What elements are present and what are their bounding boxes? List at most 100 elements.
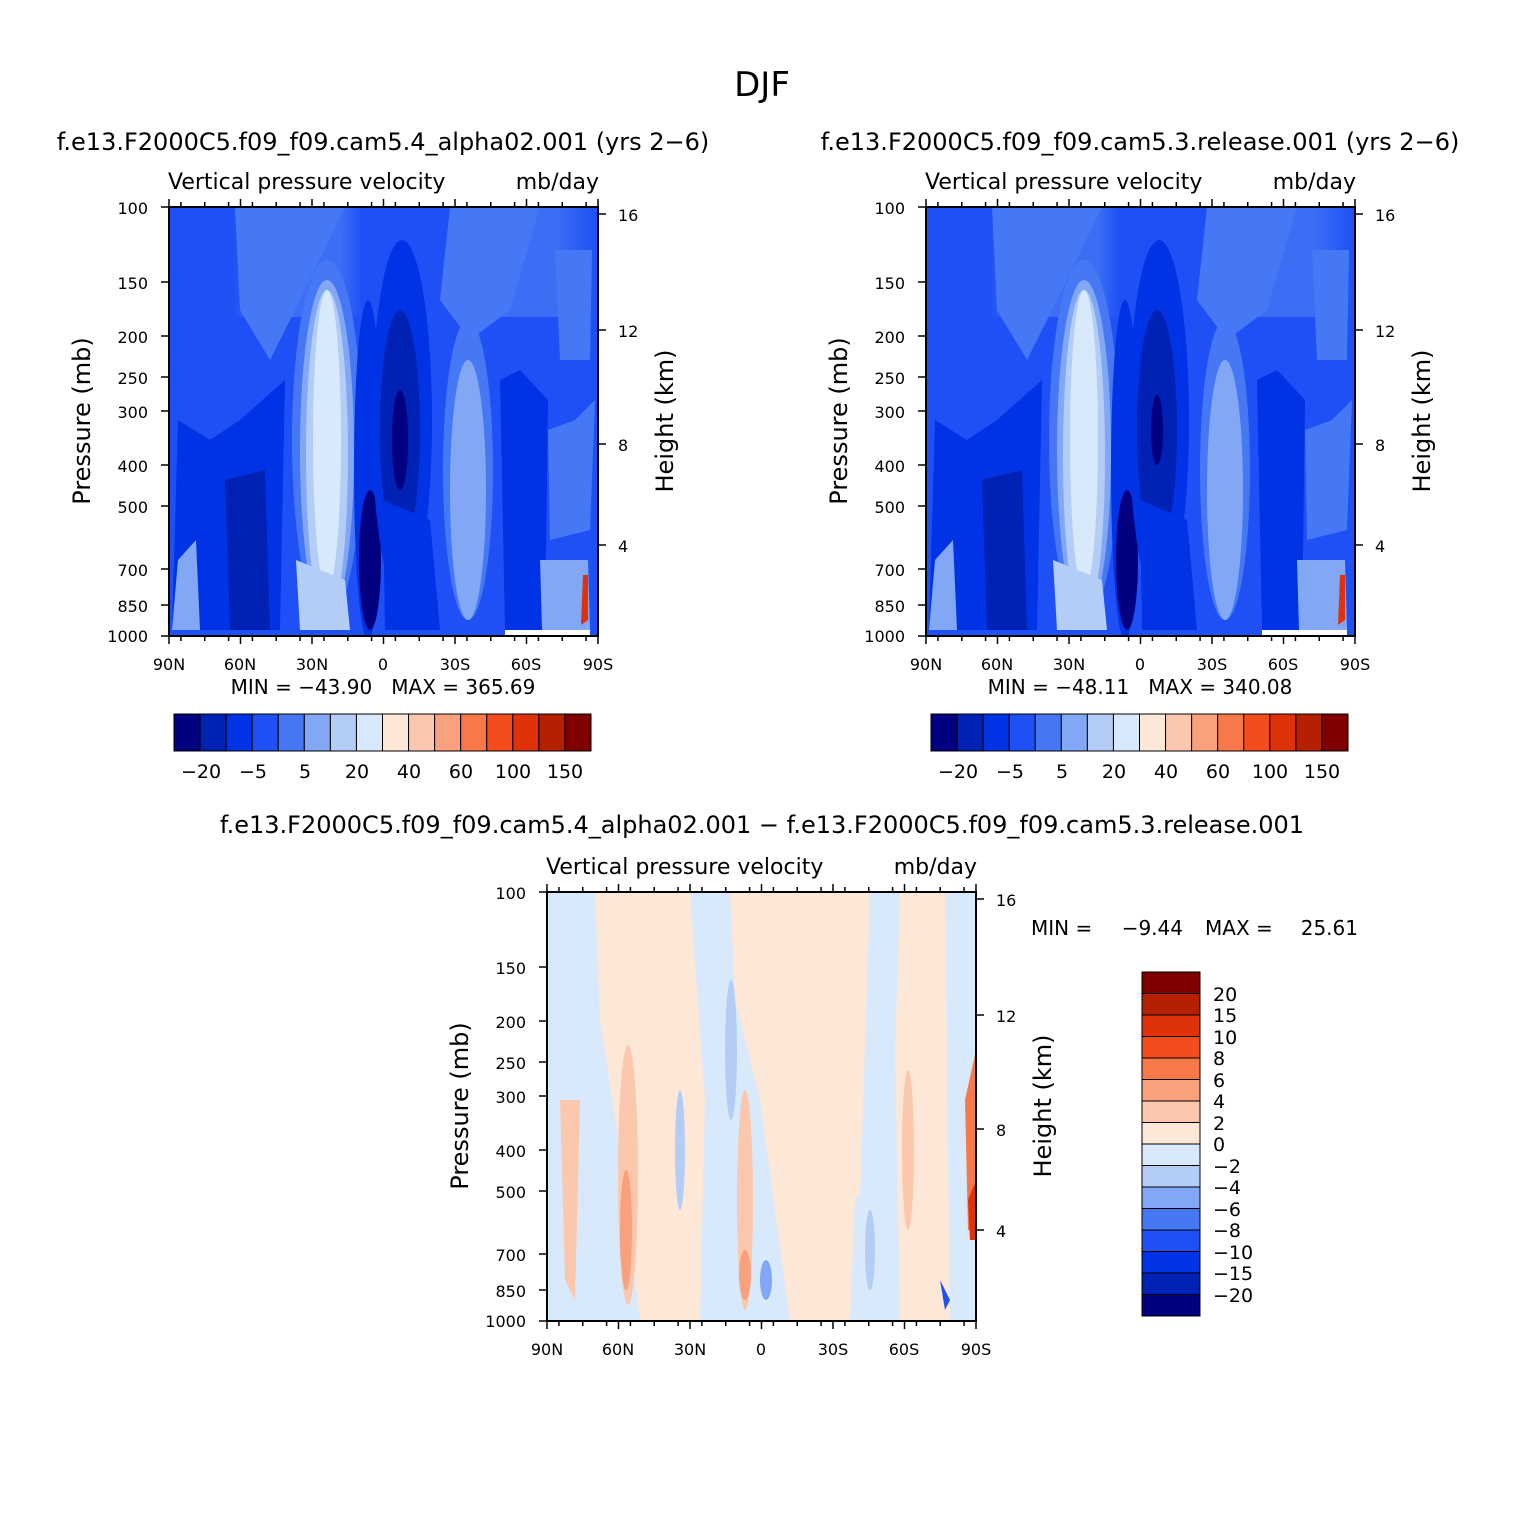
panel-right-cb-label: 20: [1102, 761, 1126, 783]
panel-left-y-ticks: 100 150 200 250 300 400 500 700 850 1000: [107, 199, 148, 646]
colorbar-box: [1191, 713, 1219, 752]
panel-diff-ytick: 150: [495, 959, 526, 978]
panel-right-ytick: 700: [874, 561, 905, 580]
panel-right-case-title: f.e13.F2000C5.f09_f09.cam5.3.release.001…: [821, 128, 1460, 156]
panel-right: f.e13.F2000C5.f09_f09.cam5.3.release.001…: [821, 128, 1460, 783]
panel-left-cb-label: −20: [181, 761, 221, 783]
panel-left-xtick: 90N: [153, 655, 185, 674]
colorbar-box: [1141, 1143, 1201, 1166]
panel-diff-cb-label: −10: [1213, 1242, 1253, 1264]
panel-diff-plot-title: Vertical pressure velocity: [546, 855, 823, 880]
panel-right-plot-title: Vertical pressure velocity: [925, 170, 1202, 195]
panel-right-xtick: 90N: [910, 655, 942, 674]
panel-diff-cb-label: −6: [1213, 1199, 1241, 1221]
panel-diff-cb-label: 15: [1213, 1005, 1237, 1027]
panel-diff-y-ticks: 100 150 200 250 300 400 500 700 850 1000: [485, 884, 526, 1331]
colorbar-box: [1141, 1079, 1201, 1102]
panel-diff-colorbar: 20 15 10 8 6 4 2 0 −2 −4 −6 −8 −10 −15 −…: [1141, 971, 1253, 1317]
colorbar-box: [1141, 1294, 1201, 1317]
colorbar-box: [1141, 1272, 1201, 1295]
panel-left-ytick: 250: [117, 369, 148, 388]
panel-diff-ytick: 700: [495, 1246, 526, 1265]
panel-left-ytick: 100: [117, 199, 148, 218]
colorbar-box: [1269, 713, 1297, 752]
panel-right-ylabel-right: Height (km): [1408, 350, 1436, 493]
panel-diff-max-value: 25.61: [1301, 916, 1358, 940]
panel-right-cb-label: 60: [1206, 761, 1230, 783]
panel-diff-ytick: 1000: [485, 1312, 526, 1331]
panel-right-ytick-right: 4: [1375, 537, 1385, 556]
panel-left-ytick: 300: [117, 403, 148, 422]
colorbar-box: [277, 713, 305, 752]
colorbar-box: [1141, 1251, 1201, 1274]
colorbar-box: [1217, 713, 1245, 752]
panel-diff-cb-label: −2: [1213, 1156, 1241, 1178]
panel-right-ytick: 200: [874, 328, 905, 347]
panel-right-cb-label: 5: [1056, 761, 1068, 783]
colorbar-box: [1321, 713, 1349, 752]
colorbar-box: [1141, 1208, 1201, 1231]
panel-right-y-right-ticks: 16 12 8 4: [1375, 206, 1395, 556]
panel-diff-ytick: 100: [495, 884, 526, 903]
panel-left-ytick: 850: [117, 597, 148, 616]
panel-right-ytick: 150: [874, 274, 905, 293]
panel-left-ytick-right: 8: [618, 436, 628, 455]
panel-left-cb-label: −5: [239, 761, 267, 783]
panel-diff-xtick: 60S: [889, 1340, 920, 1359]
colorbar-box: [1243, 713, 1271, 752]
colorbar-box: [303, 713, 331, 752]
colorbar-box: [1086, 713, 1114, 752]
colorbar-box: [225, 713, 253, 752]
panel-right-ytick: 1000: [864, 627, 905, 646]
panel-diff-ytick-right: 12: [996, 1007, 1016, 1026]
panel-diff-ytick-right: 8: [996, 1121, 1006, 1140]
colorbar-box: [1141, 1122, 1201, 1145]
panel-diff-cb-label: −15: [1213, 1263, 1253, 1285]
panel-right-ytick: 100: [874, 199, 905, 218]
panel-left-ytick-right: 4: [618, 537, 628, 556]
panel-right-ytick: 500: [874, 498, 905, 517]
panel-diff-ytick-right: 16: [996, 891, 1016, 910]
colorbar-box: [1141, 1165, 1201, 1188]
panel-left-colorbar-boxes: [173, 713, 592, 752]
panel-diff-cb-label: 10: [1213, 1027, 1237, 1049]
colorbar-box: [930, 713, 958, 752]
panel-diff-ytick: 200: [495, 1013, 526, 1032]
panel-diff-x-ticks: 90N 60N 30N 0 30S 60S 90S: [531, 1340, 991, 1359]
colorbar-box: [173, 713, 201, 752]
colorbar-box: [1060, 713, 1088, 752]
panel-right-cb-label: 100: [1252, 761, 1288, 783]
colorbar-box: [1165, 713, 1193, 752]
panel-left-cb-label: 100: [495, 761, 531, 783]
panel-right-colorbar-boxes: [930, 713, 1349, 752]
axis-tick-marks: [161, 199, 1363, 1329]
panel-right-units: mb/day: [1273, 170, 1356, 195]
panel-right-x-ticks: 90N 60N 30N 0 30S 60S 90S: [910, 655, 1370, 674]
panel-left: f.e13.F2000C5.f09_f09.cam5.4_alpha02.001…: [57, 128, 710, 783]
colorbar-box: [382, 713, 410, 752]
panel-diff-ytick-right: 4: [996, 1222, 1006, 1241]
panel-right-stats: MIN = −48.11 MAX = 340.08: [988, 675, 1293, 699]
panel-diff-xtick: 90S: [961, 1340, 992, 1359]
panel-right-ytick: 300: [874, 403, 905, 422]
panel-right-xtick: 60S: [1268, 655, 1299, 674]
panel-diff-max-label: MAX =: [1205, 916, 1273, 940]
panel-left-colorbar: −20 −5 5 20 40 60 100 150: [173, 713, 592, 783]
colorbar-box: [512, 713, 540, 752]
panel-left-cb-label: 60: [449, 761, 473, 783]
panel-left-ytick: 200: [117, 328, 148, 347]
panel-diff-cb-label: 6: [1213, 1070, 1225, 1092]
panel-left-ylabel-right: Height (km): [651, 350, 679, 493]
panel-left-xtick: 90S: [583, 655, 614, 674]
panel-diff-cb-label: 8: [1213, 1048, 1225, 1070]
panel-right-xtick: 0: [1135, 655, 1145, 674]
colorbar-box: [355, 713, 383, 752]
panel-diff-units: mb/day: [894, 855, 977, 880]
colorbar-box: [1008, 713, 1036, 752]
panel-right-ytick-right: 12: [1375, 322, 1395, 341]
panel-right-cb-label: 40: [1154, 761, 1178, 783]
colorbar-box: [1139, 713, 1167, 752]
panel-diff: f.e13.F2000C5.f09_f09.cam5.4_alpha02.001…: [220, 811, 1358, 1359]
colorbar-box: [538, 713, 566, 752]
